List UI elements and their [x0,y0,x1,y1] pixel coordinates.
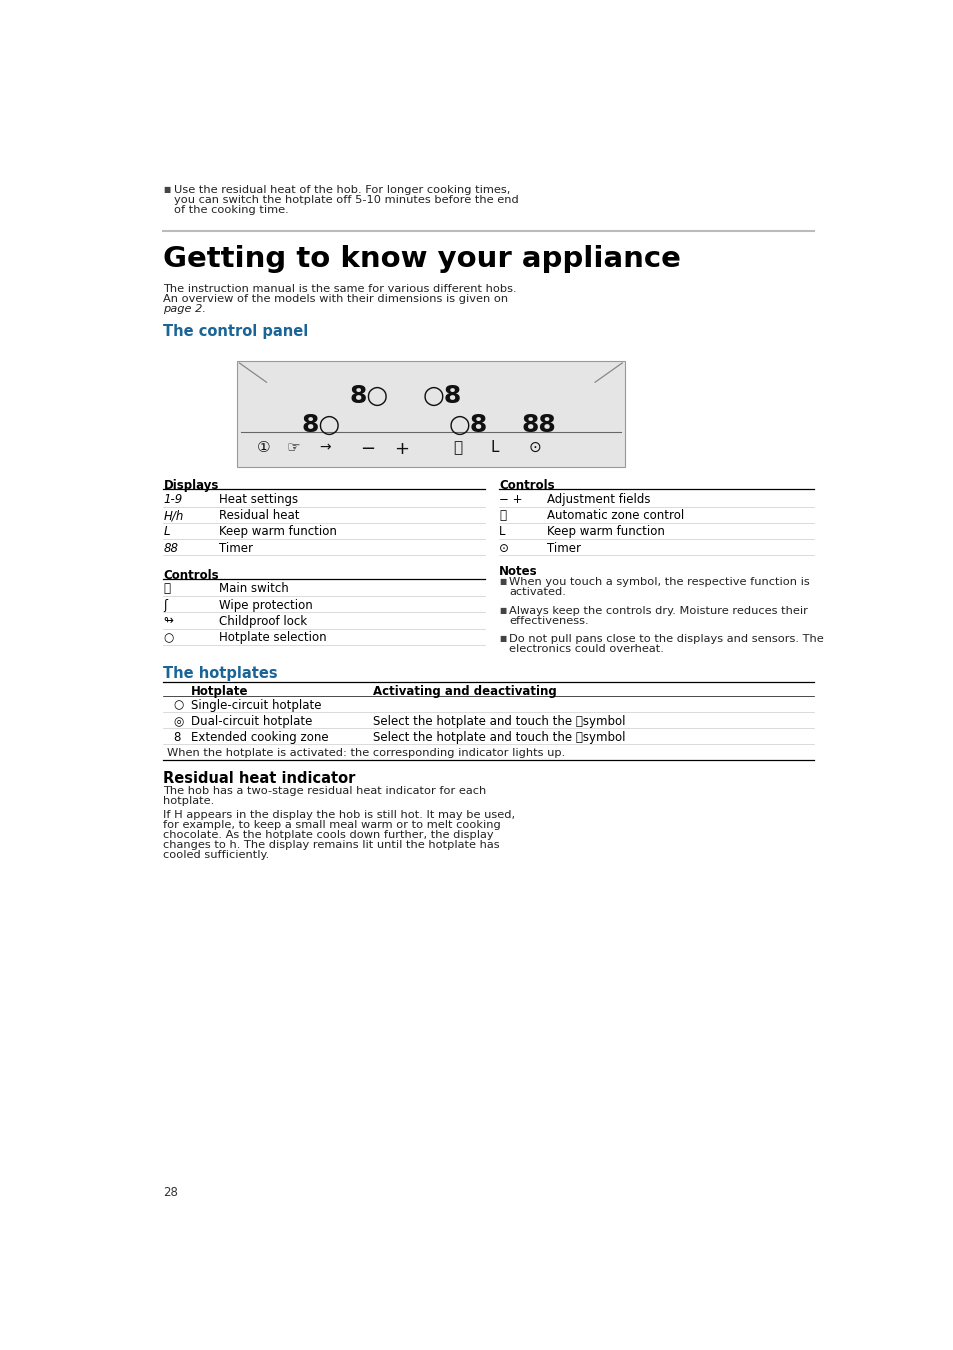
Text: effectiveness.: effectiveness. [509,616,588,626]
Text: Main switch: Main switch [219,582,289,595]
Text: The hob has a two-stage residual heat indicator for each: The hob has a two-stage residual heat in… [163,787,486,796]
Text: Hotplate: Hotplate [191,684,248,698]
Text: L: L [490,440,498,455]
Text: ʃ: ʃ [163,598,167,612]
Text: Getting to know your appliance: Getting to know your appliance [163,246,680,273]
Text: −: − [359,440,375,458]
Text: An overview of the models with their dimensions is given on: An overview of the models with their dim… [163,294,508,304]
Text: Use the residual heat of the hob. For longer cooking times,: Use the residual heat of the hob. For lo… [174,185,510,196]
Text: Heat settings: Heat settings [219,493,298,506]
Text: Residual heat: Residual heat [219,509,299,522]
Text: When you touch a symbol, the respective function is: When you touch a symbol, the respective … [509,576,809,587]
Text: Wipe protection: Wipe protection [219,598,313,612]
Text: 1-9: 1-9 [163,493,182,506]
Text: Dual-circuit hotplate: Dual-circuit hotplate [191,716,312,728]
Text: ↬: ↬ [163,614,173,628]
Text: ⓘ: ⓘ [163,582,171,595]
Text: for example, to keep a small meal warm or to melt cooking: for example, to keep a small meal warm o… [163,821,500,830]
Text: Timer: Timer [546,541,580,555]
Text: Do not pull pans close to the displays and sensors. The: Do not pull pans close to the displays a… [509,634,823,644]
Text: ①: ① [256,440,270,455]
Text: H/h: H/h [163,509,184,522]
Text: Timer: Timer [219,541,253,555]
Text: 88: 88 [163,541,178,555]
Text: activated.: activated. [509,587,565,598]
Text: ○8: ○8 [422,383,461,408]
Text: Keep warm function: Keep warm function [219,525,336,539]
Text: If H appears in the display the hob is still hot. It may be used,: If H appears in the display the hob is s… [163,810,515,821]
Text: Childproof lock: Childproof lock [219,614,307,628]
Text: Displays: Displays [163,479,218,493]
Text: L: L [498,525,505,539]
Text: L: L [163,525,170,539]
Text: Keep warm function: Keep warm function [546,525,664,539]
Text: Controls: Controls [498,479,554,493]
Text: Single-circuit hotplate: Single-circuit hotplate [191,699,321,711]
Text: ■: ■ [163,185,171,194]
Text: The instruction manual is the same for various different hobs.: The instruction manual is the same for v… [163,284,517,294]
Text: Residual heat indicator: Residual heat indicator [163,771,355,786]
Text: ■: ■ [498,606,506,614]
Text: of the cooking time.: of the cooking time. [174,205,289,215]
Text: hotplate.: hotplate. [163,796,214,806]
Text: Automatic zone control: Automatic zone control [546,509,683,522]
Text: ⊙: ⊙ [529,440,541,455]
Text: 8: 8 [173,732,181,744]
Text: ◎: ◎ [173,716,184,728]
Text: changes to h. The display remains lit until the hotplate has: changes to h. The display remains lit un… [163,840,499,850]
Text: Always keep the controls dry. Moisture reduces their: Always keep the controls dry. Moisture r… [509,606,807,616]
Text: When the hotplate is activated: the corresponding indicator lights up.: When the hotplate is activated: the corr… [167,748,565,757]
Text: ☞: ☞ [287,440,300,455]
Text: +: + [394,440,409,458]
Text: Adjustment fields: Adjustment fields [546,493,650,506]
Text: ○: ○ [163,630,173,644]
Text: ⊙: ⊙ [498,541,508,555]
Text: →: → [318,440,330,454]
Text: The control panel: The control panel [163,324,309,339]
Text: − +: − + [498,493,522,506]
Text: ■: ■ [498,576,506,586]
Text: 28: 28 [163,1187,178,1199]
Text: ⓔ: ⓔ [498,509,505,522]
Text: you can switch the hotplate off 5-10 minutes before the end: you can switch the hotplate off 5-10 min… [174,196,518,205]
Text: 8○: 8○ [349,383,388,408]
Text: Activating and deactivating: Activating and deactivating [373,684,556,698]
Bar [236,360,624,467]
Text: ■: ■ [498,634,506,643]
Text: Select the hotplate and touch the ⓔsymbol: Select the hotplate and touch the ⓔsymbo… [373,716,624,728]
Text: Select the hotplate and touch the ⓔsymbol: Select the hotplate and touch the ⓔsymbo… [373,732,624,744]
Text: Controls: Controls [163,568,219,582]
Text: electronics could overheat.: electronics could overheat. [509,644,663,655]
Text: ⓔ: ⓔ [453,440,462,455]
Text: The hotplates: The hotplates [163,667,277,682]
Text: cooled sufficiently.: cooled sufficiently. [163,850,270,860]
Text: 88: 88 [521,413,557,437]
Text: Hotplate selection: Hotplate selection [219,630,327,644]
Text: chocolate. As the hotplate cools down further, the display: chocolate. As the hotplate cools down fu… [163,830,494,840]
Text: ○: ○ [173,699,184,711]
Text: Extended cooking zone: Extended cooking zone [191,732,328,744]
Text: 8○: 8○ [301,413,340,437]
Text: ○8: ○8 [448,413,487,437]
Text: page 2.: page 2. [163,304,206,313]
Text: Notes: Notes [498,566,537,579]
